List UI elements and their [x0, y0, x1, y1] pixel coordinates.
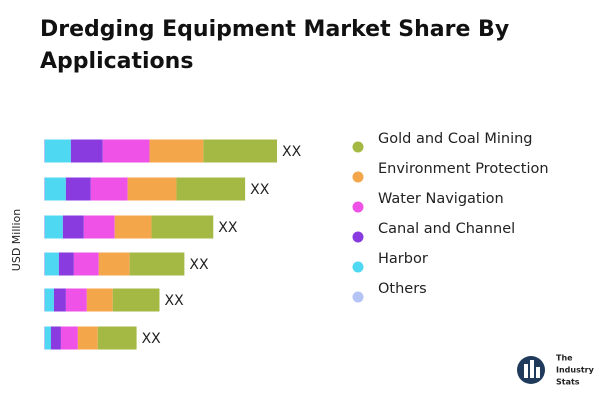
bar-segment: [44, 252, 59, 276]
bar-label: XX: [189, 257, 209, 273]
bar-label: XX: [218, 220, 238, 236]
bar-segment: [53, 288, 66, 312]
bar-segment: [70, 139, 103, 163]
bar-segment: [44, 326, 45, 350]
legend-marker: [352, 141, 364, 153]
legend-label: Harbor: [378, 251, 428, 267]
bar-segment: [90, 177, 128, 201]
bar-segment: [44, 288, 54, 312]
legend-label: Canal and Channel: [378, 221, 515, 237]
bar-label: XX: [165, 293, 185, 309]
bar-segment: [44, 215, 45, 239]
bar-segment: [151, 215, 214, 239]
bar-segment: [58, 252, 74, 276]
legend-marker: [352, 261, 364, 273]
legend-marker: [352, 231, 364, 243]
bar-segment: [44, 139, 45, 163]
bar-segment: [112, 288, 160, 312]
bar-segment: [114, 215, 152, 239]
bar-segment: [102, 139, 150, 163]
bar-segment: [127, 177, 177, 201]
legend-marker: [352, 201, 364, 213]
y-axis-label: USD Million: [10, 209, 23, 271]
bar-segment: [77, 326, 98, 350]
logo-text: The: [556, 354, 573, 363]
bar-segment: [98, 252, 130, 276]
logo-icon-bar: [524, 364, 528, 378]
bar-segment: [65, 288, 87, 312]
bar-segment: [44, 252, 45, 276]
bar-label: XX: [142, 331, 162, 347]
bar-segment: [50, 326, 61, 350]
legend-label: Environment Protection: [378, 161, 549, 177]
bar-segment: [176, 177, 246, 201]
bar-label: XX: [282, 144, 302, 160]
legend-label: Water Navigation: [378, 191, 504, 207]
bar-segment: [44, 177, 45, 201]
chart-title: Dredging Equipment Market Share By Appli…: [40, 17, 510, 74]
bar-segment: [65, 177, 91, 201]
bar-segment: [44, 288, 45, 312]
bar-segment: [86, 288, 113, 312]
logo: The Industry Stats: [517, 354, 595, 387]
bar-segment: [60, 326, 78, 350]
bar-label: XX: [250, 182, 270, 198]
bar-segment: [83, 215, 115, 239]
logo-text: Stats: [556, 378, 580, 387]
legend-label: Gold and Coal Mining: [378, 131, 533, 147]
logo-icon-bar: [530, 360, 534, 378]
bar-segment: [97, 326, 137, 350]
bar-segment: [44, 177, 66, 201]
legend-label: Others: [378, 281, 427, 297]
legend-marker: [352, 291, 364, 303]
bar-segment: [44, 215, 63, 239]
bar-segment: [203, 139, 277, 163]
bar-segment: [129, 252, 185, 276]
bar-segment: [44, 139, 71, 163]
bar-segment: [44, 326, 51, 350]
logo-text: Industry: [556, 366, 595, 375]
bar-segment: [73, 252, 99, 276]
bar-segment: [149, 139, 204, 163]
bar-segment: [62, 215, 84, 239]
logo-icon-bar: [536, 367, 540, 378]
legend-marker: [352, 171, 364, 183]
